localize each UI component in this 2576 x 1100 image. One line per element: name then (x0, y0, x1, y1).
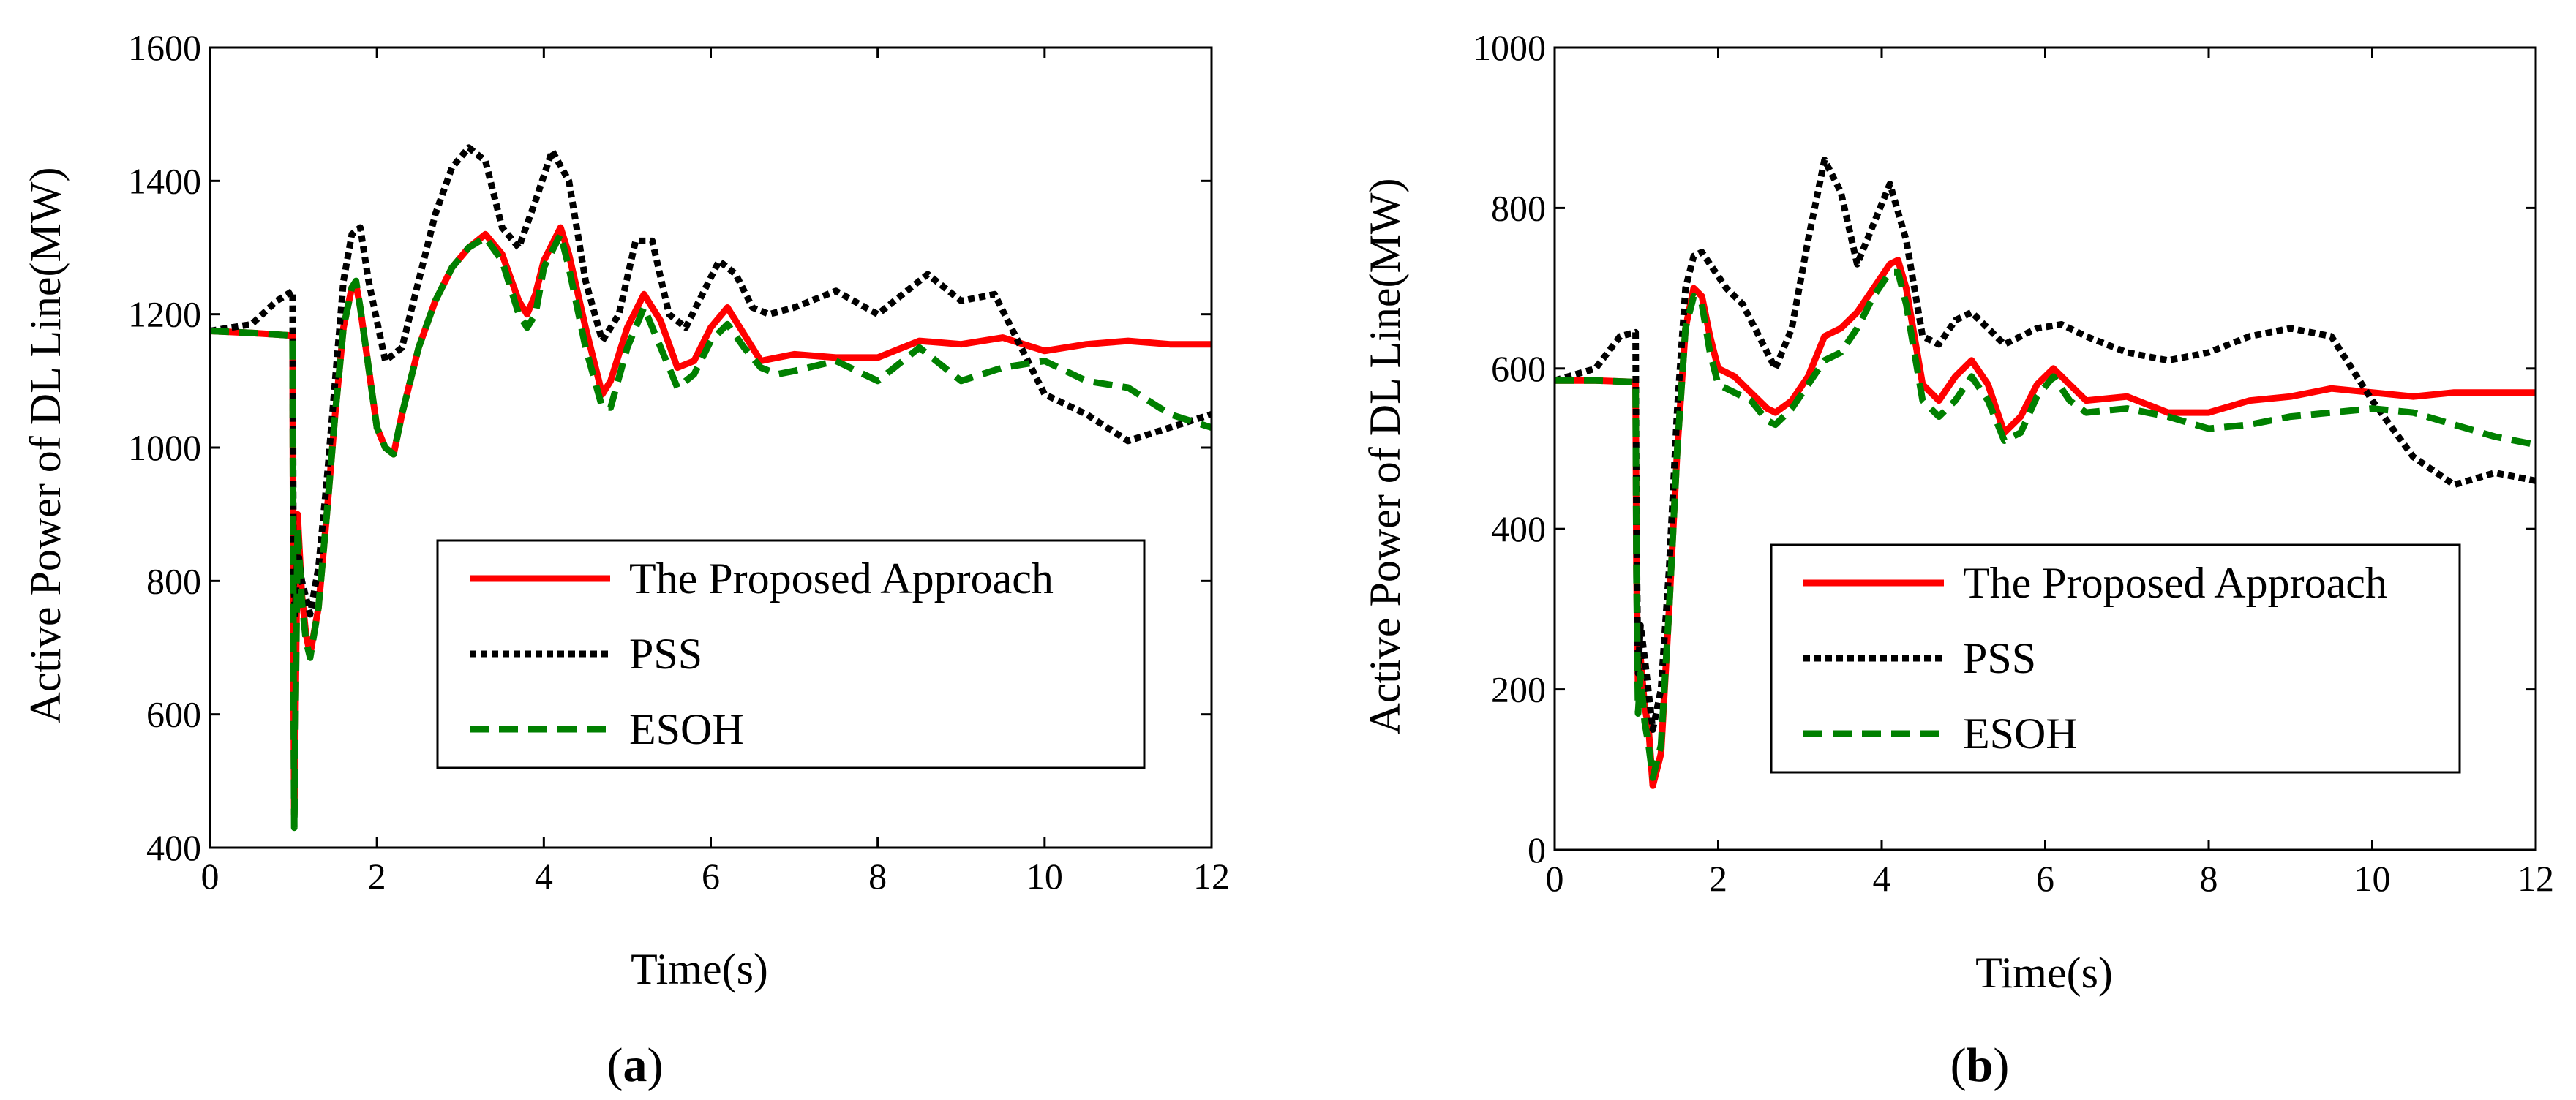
series-line-dashed (1555, 268, 2536, 781)
x-tick-label: 8 (868, 856, 887, 897)
y-tick-label: 1000 (128, 427, 201, 468)
y-tick-label: 1400 (128, 160, 201, 201)
x-tick-label: 0 (1546, 858, 1564, 899)
x-tick-label: 12 (2517, 858, 2554, 899)
x-axis-label-b: Time(s) (1975, 949, 2113, 997)
panel-letter-b: b (1967, 1039, 1994, 1092)
x-tick-label: 8 (2200, 858, 2218, 899)
y-axis-label-a: Active Power of DL Line(MW) (21, 167, 70, 724)
x-tick-label: 0 (201, 856, 219, 897)
y-tick-label: 0 (1528, 829, 1546, 870)
y-tick-label: 600 (146, 694, 201, 735)
x-tick-label: 10 (1026, 856, 1063, 897)
x-tick-label: 12 (1193, 856, 1230, 897)
legend-label-dashed: ESOH (1963, 709, 2078, 758)
panel-letter-a: a (623, 1039, 647, 1092)
y-tick-label: 800 (146, 560, 201, 601)
panel-label-a: (a) (607, 1039, 664, 1092)
x-tick-label: 6 (2036, 858, 2054, 899)
panel-label-b: (b) (1950, 1039, 2010, 1092)
y-tick-label: 400 (1491, 508, 1546, 549)
x-tick-label: 4 (535, 856, 553, 897)
series-group (210, 144, 1212, 832)
x-tick-label: 4 (1873, 858, 1891, 899)
legend-label-solid: The Proposed Approach (629, 554, 1054, 603)
y-tick-label: 1600 (128, 27, 201, 68)
x-axis-label-a: Time(s) (631, 945, 768, 993)
legend-label-dashed: ESOH (629, 705, 744, 753)
x-tick-label: 2 (368, 856, 386, 897)
series-line-dashed (210, 230, 1212, 832)
legend-b: The Proposed Approach PSS ESOH (1770, 543, 2461, 774)
y-tick-label: 1000 (1473, 27, 1546, 68)
y-tick-label: 200 (1491, 669, 1546, 710)
plot-area-a: 0 2 4 6 8 10 12 400 600 800 1000 1200 1400 1600 (128, 27, 1230, 897)
y-tick-label: 400 (146, 827, 201, 868)
panel-a: 0 2 4 6 8 10 12 400 600 800 1000 1200 1400 1600 The P… (21, 27, 1230, 1092)
legend-label-dotted: PSS (1963, 634, 2036, 682)
legend-label-solid: The Proposed Approach (1963, 559, 2387, 607)
series-line-dotted (210, 144, 1212, 618)
panel-b: 0 2 4 6 8 10 12 0 200 400 600 800 1000 The Proposed … (1361, 27, 2554, 1092)
legend-label-dotted: PSS (629, 630, 702, 678)
y-tick-label: 800 (1491, 187, 1546, 228)
series-group (1555, 157, 2536, 789)
x-tick-label: 2 (1709, 858, 1727, 899)
y-tick-label: 600 (1491, 348, 1546, 389)
plot-area-b: 0 2 4 6 8 10 12 0 200 400 600 800 1000 (1473, 27, 2554, 899)
y-tick-label: 1200 (128, 294, 201, 335)
y-axis-label-b: Active Power of DL Line(MW) (1361, 178, 1409, 735)
series-line-dotted (1555, 157, 2536, 733)
legend-a: The Proposed Approach PSS ESOH (436, 539, 1146, 769)
x-tick-label: 10 (2354, 858, 2391, 899)
x-tick-label: 6 (702, 856, 720, 897)
